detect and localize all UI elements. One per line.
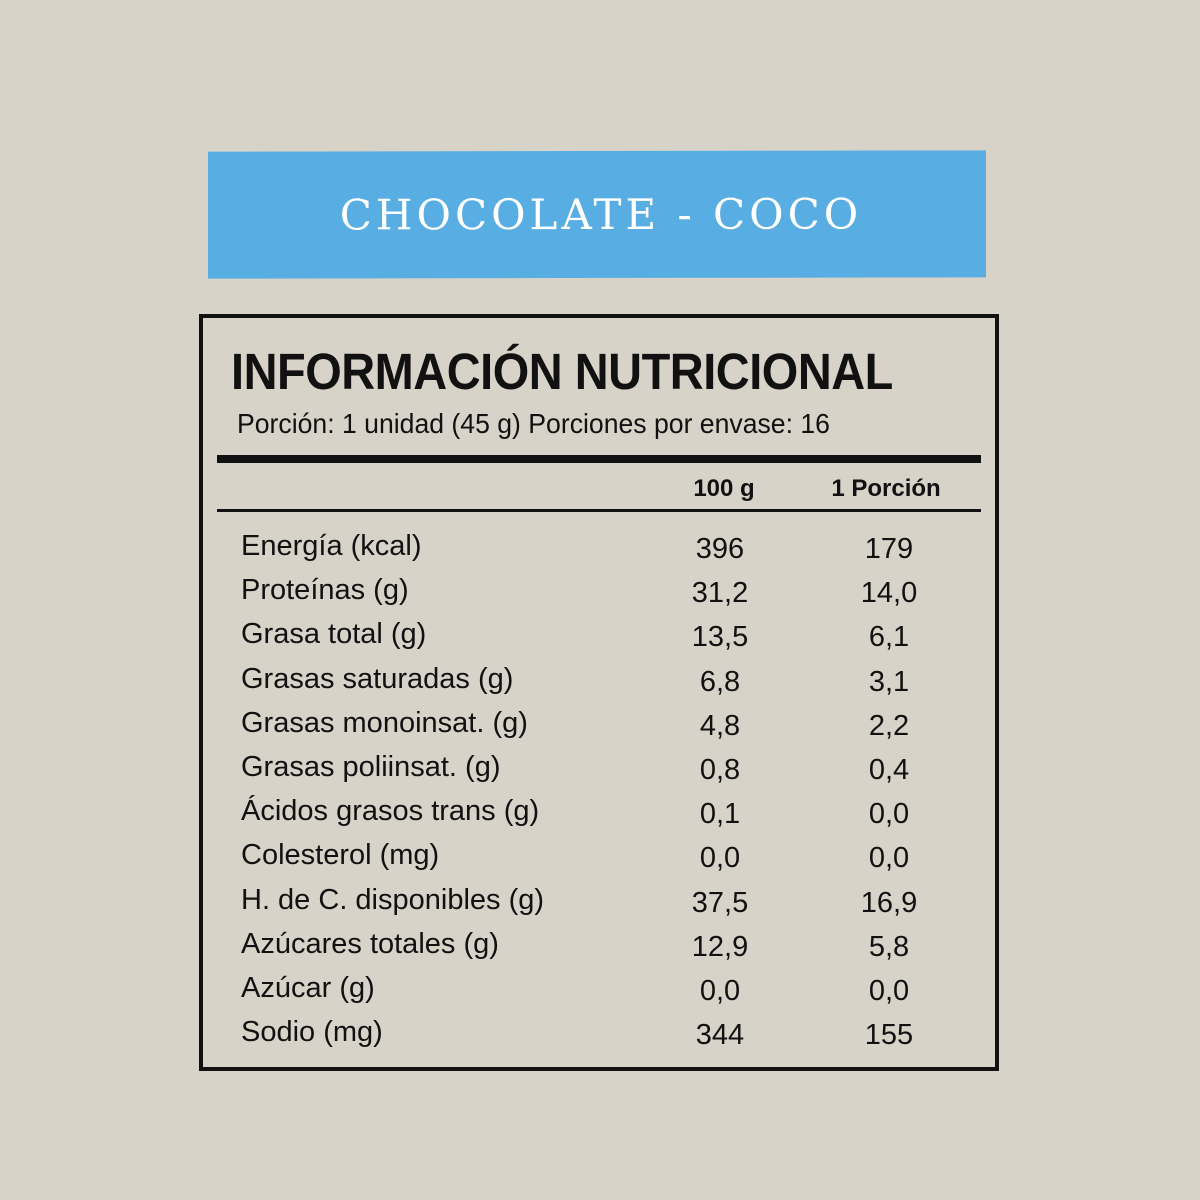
value-per-portion: 5,8 bbox=[868, 930, 910, 963]
value-per-portion: 6,1 bbox=[868, 621, 910, 654]
value-per-100g: 4,8 bbox=[699, 709, 741, 742]
value-per-portion: 14,0 bbox=[860, 577, 918, 610]
nutrient-name: Grasas saturadas (g) bbox=[241, 662, 514, 695]
value-per-portion: 0,4 bbox=[868, 754, 910, 786]
column-header-100g: 100 g bbox=[693, 475, 755, 502]
table-row: Grasas monoinsat. (g) 4,8 2,2 bbox=[203, 707, 995, 751]
nutrition-facts-table: INFORMACIÓN NUTRICIONAL Porción: 1 unida… bbox=[199, 314, 999, 1071]
table-row: Ácidos grasos trans (g) 0,1 0,0 bbox=[203, 795, 995, 839]
value-per-portion: 0,0 bbox=[868, 842, 910, 875]
value-per-100g: 13,5 bbox=[691, 621, 749, 654]
nutrient-name: Proteínas (g) bbox=[241, 574, 409, 607]
table-row: Colesterol (mg) 0,0 0,0 bbox=[203, 839, 995, 883]
divider-thick bbox=[217, 455, 981, 463]
nutrient-name: Azúcar (g) bbox=[241, 972, 375, 1004]
table-row: Energía (kcal) 396 179 bbox=[203, 530, 995, 574]
value-per-100g: 0,0 bbox=[699, 975, 741, 1007]
value-per-portion: 179 bbox=[864, 533, 914, 565]
value-per-100g: 37,5 bbox=[691, 886, 749, 919]
value-per-portion: 0,0 bbox=[868, 798, 910, 831]
nutrient-name: Colesterol (mg) bbox=[241, 839, 440, 872]
flavor-title: CHOCOLATE - COCO bbox=[339, 189, 863, 240]
table-row: Grasa total (g) 13,5 6,1 bbox=[203, 618, 995, 662]
table-title: INFORMACIÓN NUTRICIONAL bbox=[231, 343, 893, 400]
nutrient-name: Grasas monoinsat. (g) bbox=[241, 706, 528, 739]
table-row: Azúcar (g) 0,0 0,0 bbox=[203, 972, 995, 1016]
table-row: Proteínas (g) 31,2 14,0 bbox=[203, 574, 995, 618]
value-per-100g: 31,2 bbox=[691, 577, 749, 610]
divider-thin bbox=[217, 509, 981, 512]
nutrient-name: Ácidos grasos trans (g) bbox=[241, 795, 540, 828]
value-per-100g: 0,0 bbox=[699, 842, 741, 875]
table-row: Grasas saturadas (g) 6,8 3,1 bbox=[203, 663, 995, 707]
nutrient-name: Energía (kcal) bbox=[241, 530, 422, 562]
value-per-100g: 344 bbox=[695, 1019, 745, 1052]
value-per-100g: 12,9 bbox=[691, 930, 749, 963]
column-header-portion: 1 Porción bbox=[831, 475, 941, 502]
nutrient-name: Azúcares totales (g) bbox=[241, 927, 499, 960]
value-per-portion: 0,0 bbox=[868, 975, 910, 1007]
nutrient-name: H. de C. disponibles (g) bbox=[241, 883, 545, 916]
table-row: Grasas poliinsat. (g) 0,8 0,4 bbox=[203, 751, 995, 795]
table-row: H. de C. disponibles (g) 37,5 16,9 bbox=[203, 884, 995, 928]
value-per-100g: 0,8 bbox=[699, 754, 741, 786]
value-per-100g: 0,1 bbox=[699, 798, 741, 831]
nutrient-name: Grasa total (g) bbox=[241, 618, 427, 651]
nutrient-name: Grasas poliinsat. (g) bbox=[241, 751, 501, 783]
nutrient-name: Sodio (mg) bbox=[241, 1016, 383, 1049]
value-per-100g: 396 bbox=[695, 533, 745, 565]
serving-info: Porción: 1 unidad (45 g) Porciones por e… bbox=[237, 408, 830, 439]
value-per-portion: 16,9 bbox=[860, 886, 918, 919]
table-row: Sodio (mg) 344 155 bbox=[203, 1016, 995, 1060]
value-per-portion: 3,1 bbox=[868, 665, 910, 698]
value-per-portion: 155 bbox=[864, 1019, 914, 1052]
value-per-100g: 6,8 bbox=[699, 665, 741, 698]
table-row: Azúcares totales (g) 12,9 5,8 bbox=[203, 928, 995, 972]
value-per-portion: 2,2 bbox=[868, 709, 910, 742]
flavor-banner: CHOCOLATE - COCO bbox=[208, 150, 986, 279]
